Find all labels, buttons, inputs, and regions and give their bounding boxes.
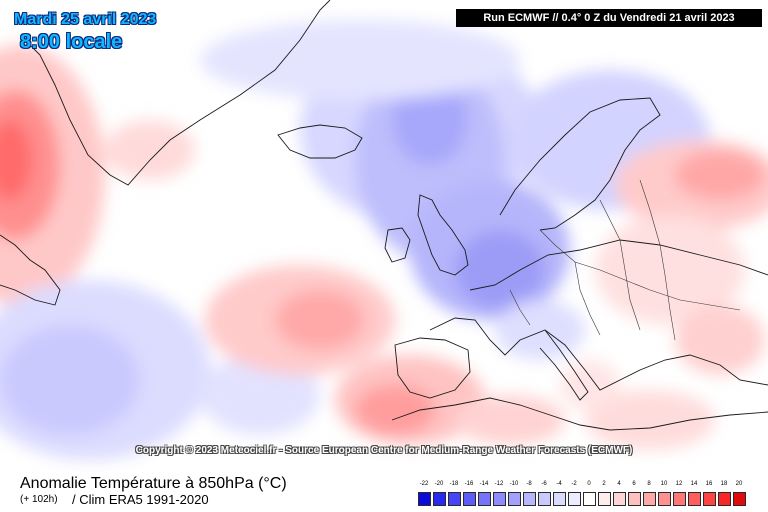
legend-swatch [718,492,731,506]
forecast-date: Mardi 25 avril 2023 [14,11,157,28]
legend-swatch [448,492,461,506]
legend-label: -4 [556,481,562,487]
legend-label: 10 [660,481,668,487]
variable-title: Anomalie Température à 850hPa (°C) [20,475,287,492]
legend-label: -16 [464,481,474,487]
model-run-banner: Run ECMWF // 0.4° 0 Z du Vendredi 21 avr… [456,9,762,27]
legend-label: -22 [419,481,429,487]
legend-label: 12 [675,481,683,487]
legend-swatch [598,492,611,506]
legend-label: 14 [690,481,698,487]
legend-label: 8 [647,481,651,487]
legend-label: 4 [617,481,621,487]
legend-label: 2 [602,481,606,487]
legend-swatch [583,492,596,506]
legend-label: 16 [705,481,713,487]
legend-swatch [433,492,446,506]
legend-swatch [493,492,506,506]
legend-swatch [508,492,521,506]
legend-label: -8 [526,481,532,487]
legend-swatch [463,492,476,506]
legend-swatch [733,492,746,506]
legend-label: -10 [509,481,519,487]
legend-swatch [538,492,551,506]
legend-label: -6 [541,481,547,487]
color-scale-legend: -22 -20 -18 -16 -14 -12 -10 -8 -6 -4 -2 0 2 4 6 8 10 12 14… [418,481,750,509]
country-borders [509,179,741,341]
legend-label: -12 [494,481,504,487]
legend-swatch [568,492,581,506]
legend-swatch [523,492,536,506]
legend-swatch [643,492,656,506]
legend-swatch [613,492,626,506]
legend-label: -14 [479,481,489,487]
forecast-step: (+ 102h) [20,494,58,505]
legend-label: 0 [587,481,591,487]
legend-swatch [418,492,431,506]
legend-swatch [658,492,671,506]
legend-swatch [673,492,686,506]
legend-label: -18 [449,481,459,487]
legend-swatch [703,492,716,506]
legend-swatch [628,492,641,506]
legend-label: 20 [735,481,743,487]
temperature-anomaly-map [0,0,768,460]
forecast-time: 8:00 locale [20,31,123,53]
anomaly-field [0,20,768,460]
coastline-outlines [0,0,768,431]
legend-label: -2 [571,481,577,487]
legend-label: 18 [720,481,728,487]
legend-label: 6 [632,481,636,487]
legend-swatch [553,492,566,506]
legend-swatch [688,492,701,506]
legend-label: -20 [434,481,444,487]
legend-swatch [478,492,491,506]
copyright-notice: Copyright © 2023 Meteociel.fr - Source E… [135,445,633,456]
climatology-reference: / Clim ERA5 1991-2020 [72,492,209,507]
